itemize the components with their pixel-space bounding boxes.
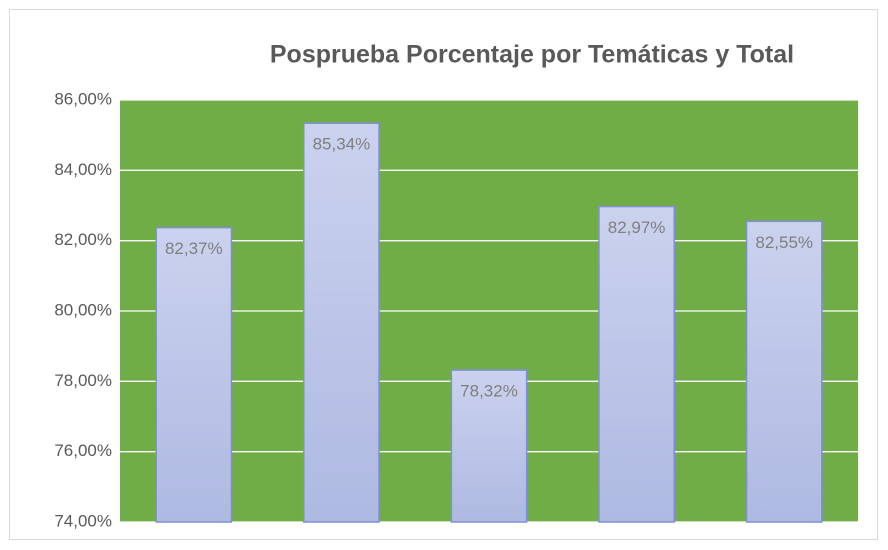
bar — [303, 122, 380, 523]
y-tick-label: 80,00% — [54, 300, 112, 319]
chart-title: Posprueba Porcentaje por Temáticas y Tot… — [270, 41, 794, 69]
data-label: 82,37% — [165, 239, 223, 258]
data-label: 78,32% — [460, 382, 518, 401]
data-label: 82,97% — [608, 218, 666, 237]
bar — [155, 226, 233, 523]
bar — [745, 220, 823, 523]
y-tick-label: 76,00% — [54, 441, 112, 460]
y-tick-label: 74,00% — [54, 511, 112, 530]
y-tick-label: 78,00% — [54, 371, 112, 390]
y-tick-label: 82,00% — [54, 230, 112, 249]
y-tick-label: 86,00% — [54, 89, 112, 108]
bar — [598, 205, 675, 523]
y-tick-label: 84,00% — [54, 160, 112, 179]
data-label: 85,34% — [313, 135, 371, 154]
data-label: 82,55% — [755, 233, 813, 252]
bar — [450, 369, 528, 523]
